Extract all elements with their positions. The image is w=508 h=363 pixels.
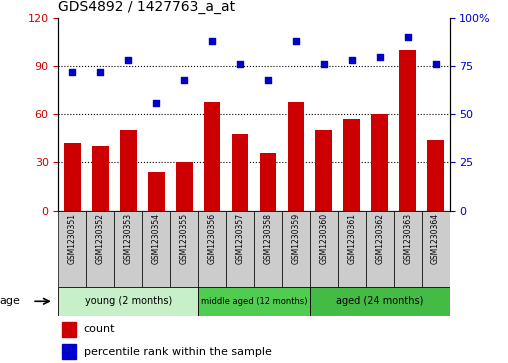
Text: GSM1230359: GSM1230359: [292, 213, 300, 264]
Bar: [86, 211, 114, 287]
Bar: [315, 130, 332, 211]
Bar: [198, 211, 226, 287]
Bar: [366, 211, 394, 287]
Point: [264, 77, 272, 83]
Point: [96, 69, 104, 75]
Bar: [92, 146, 109, 211]
Bar: [120, 130, 137, 211]
Bar: [343, 119, 360, 211]
Point: [320, 61, 328, 67]
Bar: [338, 211, 366, 287]
Point: [180, 77, 188, 83]
Text: GSM1230362: GSM1230362: [375, 213, 384, 264]
Bar: [142, 211, 170, 287]
Text: young (2 months): young (2 months): [85, 296, 172, 306]
Bar: [226, 211, 254, 287]
Bar: [170, 211, 198, 287]
Point: [347, 58, 356, 64]
Bar: [62, 322, 76, 337]
Point: [375, 54, 384, 60]
Point: [403, 34, 411, 40]
Bar: [148, 172, 165, 211]
Bar: [198, 287, 310, 316]
Bar: [204, 102, 220, 211]
Text: GSM1230353: GSM1230353: [124, 213, 133, 264]
Text: age: age: [0, 296, 20, 306]
Text: percentile rank within the sample: percentile rank within the sample: [84, 347, 272, 357]
Point: [236, 61, 244, 67]
Text: GDS4892 / 1427763_a_at: GDS4892 / 1427763_a_at: [58, 0, 236, 15]
Point: [431, 61, 439, 67]
Bar: [394, 211, 422, 287]
Bar: [58, 211, 86, 287]
Text: GSM1230364: GSM1230364: [431, 213, 440, 264]
Point: [208, 38, 216, 44]
Bar: [254, 211, 282, 287]
Point: [124, 58, 132, 64]
Text: GSM1230357: GSM1230357: [236, 213, 244, 264]
Point: [68, 69, 76, 75]
Text: GSM1230355: GSM1230355: [180, 213, 188, 264]
Bar: [310, 211, 338, 287]
Text: GSM1230356: GSM1230356: [208, 213, 216, 264]
Bar: [62, 344, 76, 359]
Text: GSM1230352: GSM1230352: [96, 213, 105, 264]
Bar: [114, 211, 142, 287]
Text: aged (24 months): aged (24 months): [336, 296, 423, 306]
Text: GSM1230361: GSM1230361: [347, 213, 356, 264]
Bar: [176, 163, 193, 211]
Bar: [422, 211, 450, 287]
Bar: [260, 153, 276, 211]
Bar: [64, 143, 81, 211]
Bar: [288, 102, 304, 211]
Text: count: count: [84, 325, 115, 334]
Text: middle aged (12 months): middle aged (12 months): [201, 297, 307, 306]
Text: GSM1230354: GSM1230354: [152, 213, 161, 264]
Bar: [58, 287, 198, 316]
Bar: [399, 50, 416, 211]
Bar: [282, 211, 310, 287]
Bar: [310, 287, 450, 316]
Bar: [371, 114, 388, 211]
Point: [292, 38, 300, 44]
Text: GSM1230363: GSM1230363: [403, 213, 412, 264]
Text: GSM1230351: GSM1230351: [68, 213, 77, 264]
Text: GSM1230358: GSM1230358: [264, 213, 272, 264]
Point: [152, 100, 160, 106]
Text: GSM1230360: GSM1230360: [320, 213, 328, 264]
Bar: [232, 134, 248, 211]
Bar: [427, 140, 444, 211]
